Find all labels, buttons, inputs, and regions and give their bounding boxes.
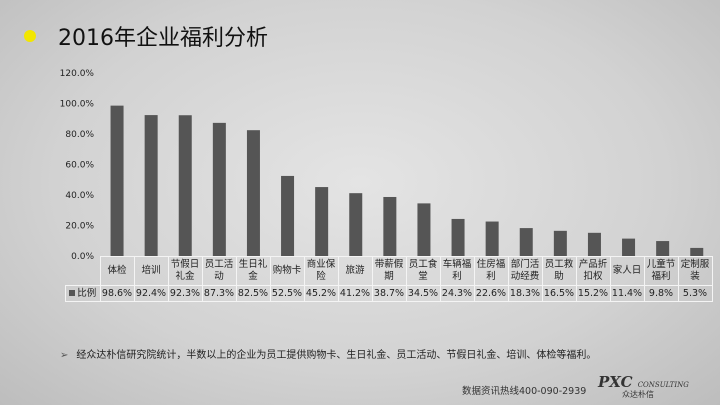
value-row: 比例 98.6% 92.4% 92.3% 87.3% 82.5% 52.5% 45.2% 41.… bbox=[65, 285, 713, 302]
bar bbox=[553, 230, 567, 256]
category-label: 车辆福利 bbox=[439, 256, 475, 286]
legend-label: 比例 bbox=[65, 285, 101, 302]
value-label: 38.7% bbox=[371, 285, 407, 302]
data-table: 体检 培训 节假日 礼金 员工活动生日礼金购物卡 商业保险旅游 带薪假期员工食堂车辆福利住房… bbox=[65, 256, 713, 302]
category-label: 购物卡 bbox=[269, 256, 305, 286]
category-label: 带薪假期 bbox=[371, 256, 407, 286]
bar bbox=[178, 115, 192, 257]
bar bbox=[315, 187, 329, 256]
bar bbox=[349, 193, 363, 256]
value-label: 92.3% bbox=[167, 285, 203, 302]
logo-sub: CONSULTING bbox=[637, 381, 689, 389]
value-label: 92.4% bbox=[133, 285, 169, 302]
category-label: 生日礼金 bbox=[235, 256, 271, 286]
category-label: 家人日 bbox=[609, 256, 645, 286]
bar bbox=[212, 122, 226, 257]
bar bbox=[110, 105, 124, 256]
category-label: 住房福利 bbox=[473, 256, 509, 286]
category-label: 旅游 bbox=[337, 256, 373, 286]
value-label: 52.5% bbox=[269, 285, 305, 302]
value-label: 11.4% bbox=[609, 285, 645, 302]
value-label: 16.5% bbox=[541, 285, 577, 302]
category-label: 节假日 礼金 bbox=[167, 256, 203, 286]
bar bbox=[587, 232, 601, 256]
footnote: ➢ 经众达朴信研究院统计，半数以上的企业为员工提供购物卡、生日礼金、员工活动、节假… bbox=[60, 346, 596, 361]
category-label: 员工食堂 bbox=[405, 256, 441, 286]
category-label: 部门活 动经费 bbox=[507, 256, 543, 286]
value-label: 18.3% bbox=[507, 285, 543, 302]
bar bbox=[622, 238, 636, 256]
bar bbox=[690, 247, 704, 256]
bar bbox=[281, 175, 295, 256]
hotline: 数据资讯热线400-090-2939 bbox=[462, 386, 587, 397]
category-label: 员工救助 bbox=[541, 256, 577, 286]
blank-cell bbox=[65, 256, 101, 286]
bar bbox=[656, 241, 670, 256]
bar bbox=[485, 221, 499, 256]
category-label: 培训 bbox=[133, 256, 169, 286]
bar bbox=[451, 218, 465, 256]
value-label: 24.3% bbox=[439, 285, 475, 302]
footnote-text: 经众达朴信研究院统计，半数以上的企业为员工提供购物卡、生日礼金、员工活动、节假日… bbox=[76, 350, 597, 361]
value-label: 34.5% bbox=[405, 285, 441, 302]
logo: PXC CONSULTING 众达朴信 bbox=[598, 372, 689, 399]
category-label: 员工活动 bbox=[201, 256, 237, 286]
bar bbox=[383, 196, 397, 256]
value-label: 15.2% bbox=[575, 285, 611, 302]
category-label: 定制服装 bbox=[677, 256, 713, 286]
y-tick-label: 120.0% bbox=[60, 69, 95, 79]
y-tick-label: 100.0% bbox=[60, 100, 95, 110]
logo-main: PXC bbox=[598, 373, 633, 391]
value-label: 98.6% bbox=[99, 285, 135, 302]
bar bbox=[519, 228, 533, 256]
legend-swatch bbox=[69, 289, 76, 296]
bullet-dot-icon bbox=[24, 30, 36, 42]
category-row: 体检 培训 节假日 礼金 员工活动生日礼金购物卡 商业保险旅游 带薪假期员工食堂车辆福利住房… bbox=[65, 256, 713, 286]
value-label: 5.3% bbox=[677, 285, 713, 302]
y-tick-label: 80.0% bbox=[65, 130, 94, 140]
value-label: 22.6% bbox=[473, 285, 509, 302]
bar bbox=[417, 203, 431, 256]
value-label: 9.8% bbox=[643, 285, 679, 302]
value-label: 45.2% bbox=[303, 285, 339, 302]
bar bbox=[144, 115, 158, 256]
category-label: 儿童节 福利 bbox=[643, 256, 679, 286]
y-tick-label: 60.0% bbox=[65, 161, 94, 171]
bullet-arrow-icon: ➢ bbox=[60, 350, 69, 361]
bar bbox=[246, 130, 260, 256]
page-title: 2016年企业福利分析 bbox=[58, 26, 268, 51]
value-label: 87.3% bbox=[201, 285, 237, 302]
y-tick-label: 20.0% bbox=[65, 222, 94, 232]
category-label: 商业保险 bbox=[303, 256, 339, 286]
value-label: 41.2% bbox=[337, 285, 373, 302]
category-label: 体检 bbox=[99, 256, 135, 286]
logo-cn: 众达朴信 bbox=[622, 390, 654, 399]
category-label: 产品折 扣权 bbox=[575, 256, 611, 286]
value-label: 82.5% bbox=[235, 285, 271, 302]
y-tick-label: 40.0% bbox=[65, 191, 94, 201]
